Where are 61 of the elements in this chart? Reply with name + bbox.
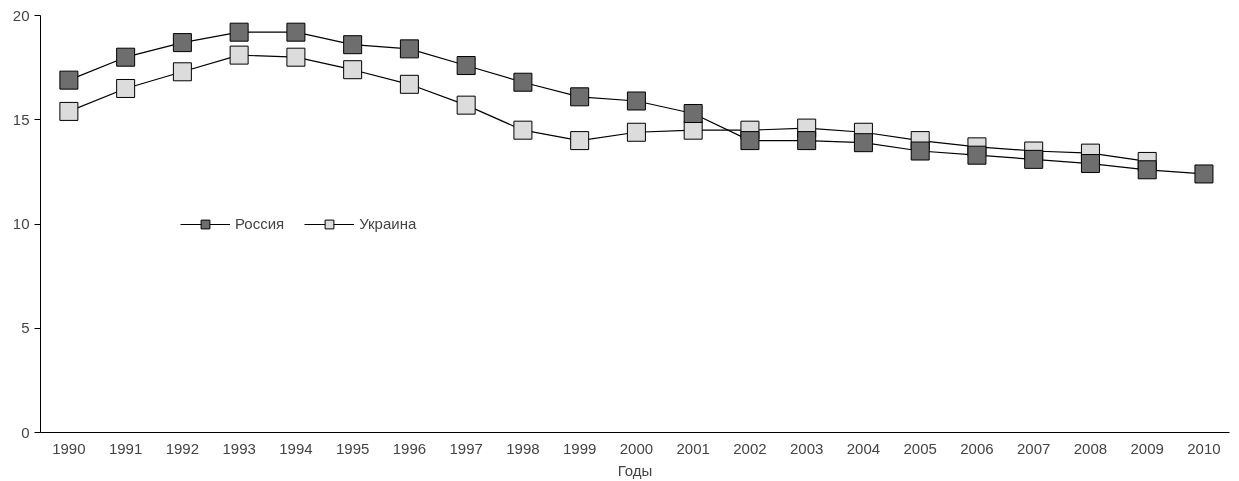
x-tick-label: 1995 (335, 439, 370, 457)
y-tick-label: 20 (12, 6, 30, 24)
x-tick-label: 1996 (392, 439, 427, 457)
point (1137, 160, 1157, 180)
point (1024, 149, 1044, 169)
legend-label: Украина (359, 215, 417, 232)
x-tick-label: 2004 (846, 439, 881, 457)
point (910, 141, 930, 161)
point (853, 133, 873, 153)
x-tick-label: 1999 (562, 439, 597, 457)
point (797, 131, 817, 151)
x-tick-label: 2003 (790, 439, 824, 457)
x-tick-label: 1993 (222, 439, 256, 457)
x-tick-label: 2001 (676, 439, 710, 457)
x-tick-label: 1992 (165, 439, 200, 457)
point (513, 72, 533, 92)
x-tick-label: 2010 (1187, 439, 1221, 457)
x-tick-label: 2000 (619, 439, 654, 457)
x-tick-label: 2002 (733, 439, 767, 457)
point (1194, 164, 1214, 184)
point (570, 131, 590, 151)
x-tick-label: 1991 (108, 439, 143, 457)
x-tick-label: 2006 (960, 439, 994, 457)
point (229, 22, 249, 42)
point (626, 91, 646, 111)
point (59, 101, 79, 121)
x-axis-title: Годы (617, 461, 653, 479)
point (116, 47, 136, 67)
point (626, 122, 646, 142)
point (456, 95, 476, 115)
point (172, 33, 192, 53)
x-tick-label: 2009 (1130, 439, 1164, 457)
point (740, 131, 760, 151)
point (286, 22, 306, 42)
point (683, 104, 703, 123)
y-tick-label: 0 (21, 423, 30, 441)
legend-label: Россия (235, 215, 285, 232)
x-tick-label: 1990 (52, 439, 86, 457)
point (116, 78, 136, 98)
point (229, 45, 249, 65)
point (59, 70, 79, 90)
point (513, 120, 533, 140)
point (399, 39, 419, 59)
point (1080, 154, 1100, 174)
x-tick-label: 1997 (449, 439, 483, 457)
point (343, 60, 363, 80)
y-tick-label: 15 (12, 110, 30, 128)
x-tick-label: 1998 (506, 439, 540, 457)
x-tick-label: 2007 (1017, 439, 1051, 457)
x-tick-label: 1994 (279, 439, 313, 457)
point (172, 62, 192, 82)
point (570, 87, 590, 107)
point (343, 35, 363, 55)
x-tick-label: 2008 (1073, 439, 1108, 457)
point (399, 74, 419, 94)
point (456, 56, 476, 76)
x-tick-label: 2005 (903, 439, 937, 457)
point (967, 145, 987, 165)
y-tick-label: 10 (12, 215, 30, 232)
point (286, 47, 306, 67)
y-tick-label: 5 (21, 319, 30, 337)
